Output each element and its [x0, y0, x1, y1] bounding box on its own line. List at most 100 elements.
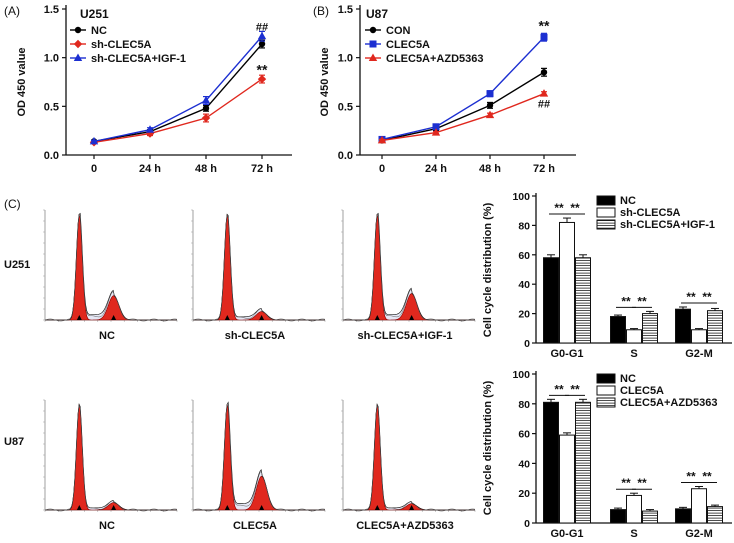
- s-phase-region: [343, 404, 475, 510]
- significance-mark: **: [637, 476, 647, 490]
- data-point: [539, 89, 549, 97]
- bar-u251-ylabel: Cell cycle distribution (%): [482, 202, 494, 337]
- row-label: U87: [4, 436, 24, 448]
- bar-u87-ylabel: Cell cycle distribution (%): [482, 380, 494, 515]
- peak-marker: [409, 505, 415, 510]
- panel-a-legend: NC sh-CLEC5A sh-CLEC5A+IGF-1: [70, 25, 186, 65]
- g1-g2-peaks: [343, 404, 475, 511]
- fit-line: [343, 212, 475, 321]
- significance-mark: **: [637, 294, 647, 308]
- legend-marker: [369, 40, 377, 48]
- legend-label: sh-CLEC5A+IGF-1: [620, 219, 715, 231]
- y-tick-label: 80: [518, 220, 530, 232]
- series-line: [381, 36, 545, 141]
- fit-line: [44, 405, 178, 512]
- series-line: [93, 78, 263, 144]
- y-tick-label: 1.0: [338, 53, 353, 65]
- peak-marker: [259, 505, 265, 510]
- legend-swatch: [596, 373, 616, 384]
- bar: [626, 329, 642, 344]
- data-point: [201, 95, 211, 104]
- fit-line: [193, 401, 325, 511]
- data-point: [89, 136, 99, 145]
- histogram-label: NC: [99, 330, 115, 342]
- legend-swatch: [596, 195, 616, 206]
- bar: [642, 313, 658, 344]
- panel-a-ylabel: OD 450 value: [16, 47, 28, 116]
- legend-swatch: [596, 397, 616, 408]
- histogram-label: CLEC5A: [233, 520, 277, 532]
- legend-label: CLEC5A: [386, 39, 430, 51]
- data-point: [377, 135, 387, 144]
- peak-marker: [224, 315, 230, 320]
- peak-marker: [259, 315, 265, 320]
- y-tick-label: 1.5: [338, 4, 353, 16]
- bar: [543, 257, 559, 344]
- panel-b-axes: 0.0 0.5 1.0 1.5 0 24 h 48 h 72 h: [338, 4, 576, 175]
- panel-b-title: U87: [366, 7, 388, 21]
- legend-label: CON: [386, 25, 411, 37]
- peak-marker: [409, 315, 415, 320]
- x-tick-label: 0: [379, 163, 385, 175]
- y-tick-label: 1.0: [44, 53, 59, 65]
- fit-line: [192, 404, 326, 512]
- y-tick-label: 80: [518, 399, 530, 411]
- peak-marker: [76, 315, 82, 320]
- bar: [543, 401, 559, 524]
- data-point: [202, 105, 210, 112]
- x-tick-label: G2-M: [685, 528, 713, 540]
- x-tick-label: 48 h: [195, 163, 217, 175]
- panel-b-label: (B): [313, 4, 329, 18]
- series-CON: [378, 67, 548, 144]
- legend-swatch: [596, 207, 616, 218]
- significance-mark: **: [621, 294, 631, 308]
- significance-mark: **: [702, 469, 712, 483]
- legend-marker: [73, 39, 83, 49]
- data-point: [432, 123, 440, 131]
- x-tick-label: 72 h: [251, 163, 273, 175]
- series-line: [381, 71, 545, 142]
- significance-mark: **: [702, 290, 712, 304]
- bar: [559, 221, 575, 344]
- bar: [575, 401, 591, 524]
- data-point: [485, 110, 495, 119]
- x-tick-label: 0: [91, 163, 97, 175]
- y-tick-label: 0: [524, 338, 530, 350]
- legend-label: CLEC5A+AZD5363: [620, 397, 718, 409]
- x-tick-label: S: [630, 348, 637, 360]
- y-tick-label: 20: [518, 309, 530, 321]
- x-tick-label: S: [630, 528, 637, 540]
- panel-a-title: U251: [80, 7, 109, 21]
- series-sh-CLEC5A+IGF-1: [89, 30, 267, 145]
- significance-mark: **: [257, 61, 268, 77]
- significance-mark: **: [686, 290, 696, 304]
- data-point: [257, 74, 267, 84]
- y-tick-label: 100: [512, 191, 530, 203]
- legend-label: CLEC5A+AZD5363: [386, 53, 484, 65]
- y-tick-label: 60: [518, 250, 530, 262]
- panel-a-label: (A): [4, 4, 20, 18]
- legend-label: NC: [620, 373, 636, 385]
- y-tick-label: 1.5: [44, 4, 59, 16]
- data-point: [258, 40, 266, 48]
- significance-mark: **: [686, 469, 696, 483]
- legend-label: CLEC5A: [620, 385, 664, 397]
- data-point: [486, 90, 494, 98]
- panel-a-axes: 0.0 0.5 1.0 1.5 0 24 h 48 h 72 h: [44, 4, 292, 175]
- legend-label: sh-CLEC5A: [91, 39, 152, 51]
- data-point: [431, 128, 441, 136]
- bar: [691, 488, 707, 524]
- y-tick-label: 20: [518, 488, 530, 500]
- x-tick-label: 48 h: [479, 163, 501, 175]
- fit-line: [192, 215, 326, 322]
- legend-marker: [369, 26, 377, 34]
- series-line: [93, 43, 263, 143]
- g1-g2-peaks: [193, 404, 325, 511]
- panel-a-series: ## **: [89, 22, 268, 147]
- fit-line: [193, 213, 325, 321]
- data-point: [201, 113, 211, 123]
- data-point: [540, 33, 548, 41]
- y-tick-label: 0.5: [44, 101, 59, 113]
- bar-chart-u87: Cell cycle distribution (%) 0 20 40 60 80 100…: [482, 369, 732, 540]
